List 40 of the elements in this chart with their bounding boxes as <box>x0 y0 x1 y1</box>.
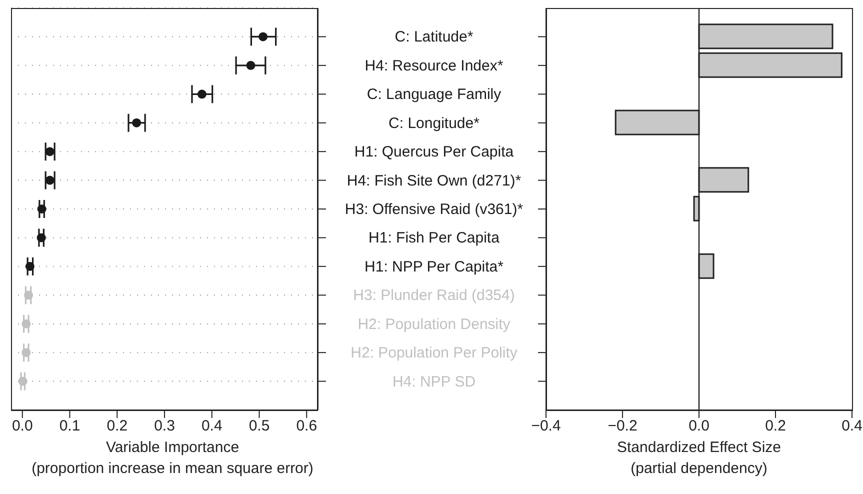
x-tick-label: 0.2 <box>106 418 128 435</box>
x-tick-label: 0.6 <box>296 418 318 435</box>
y-tick-label: H3: Offensive Raid (v361)* <box>344 201 524 218</box>
x-axis-title: Standardized Effect Size (partial dependency) <box>616 438 782 479</box>
point <box>197 90 206 99</box>
point <box>132 118 142 128</box>
point <box>22 319 31 328</box>
x-tick-label: −0.2 <box>608 418 638 435</box>
point <box>22 348 31 358</box>
y-tick-label: H2: Population Per Polity <box>350 344 518 362</box>
y-tick-label: H1: Quercus Per Capita <box>354 144 514 161</box>
y-tick-label: H1: Fish Per Capita <box>368 230 500 247</box>
x-tick-label: 0.4 <box>842 418 862 435</box>
point <box>45 147 54 156</box>
x-tick-label: 0.5 <box>248 418 270 435</box>
x-tick-label: 0.4 <box>201 418 222 435</box>
x-tick-label: 0.2 <box>765 418 786 435</box>
x-tick-label: 0.0 <box>688 418 710 435</box>
x-tick-label: 0.0 <box>12 418 33 435</box>
point <box>36 233 46 242</box>
y-tick-label: H4: NPP SD <box>392 373 476 390</box>
y-tick-label: C: Longitude* <box>388 114 480 132</box>
y-tick-label: C: Language Family <box>366 86 502 104</box>
y-tick-label: H1: NPP Per Capita* <box>364 258 504 276</box>
point <box>24 290 34 300</box>
point <box>258 32 268 42</box>
point <box>18 376 28 386</box>
x-tick-label: 0.3 <box>154 418 175 435</box>
point <box>246 60 256 70</box>
x-tick-label: 0.1 <box>59 418 80 435</box>
point <box>25 262 34 271</box>
y-tick-label: H2: Population Density <box>358 316 511 333</box>
y-tick-label: H3: Plunder Raid (d354) <box>353 287 515 304</box>
point <box>45 176 54 185</box>
y-tick-label: H4: Fish Site Own (d271)* <box>346 172 522 190</box>
y-tick-label: H4: Resource Index* <box>364 57 504 74</box>
x-tick-label: −0.4 <box>531 418 561 435</box>
y-tick-label: C: Latitude* <box>394 28 474 46</box>
point <box>37 204 46 214</box>
x-axis-title: Variable Importance (proportion increase in mean square error) <box>30 438 314 479</box>
